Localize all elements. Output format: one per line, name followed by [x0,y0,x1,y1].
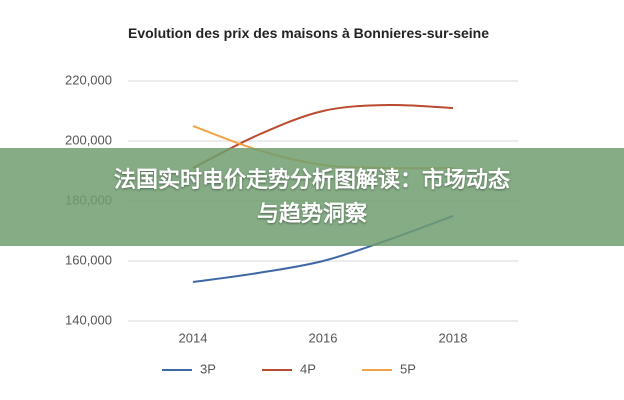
x-tick-label: 2016 [309,330,338,345]
series-line [192,103,454,169]
y-tick-label: 220,000 [65,72,112,87]
x-tick-label: 2018 [439,330,468,345]
chart-title: Evolution des prix des maisons à Bonnier… [128,25,489,41]
x-tick-label: 2014 [179,330,208,345]
legend-label: 4P [300,361,316,376]
banner-line: 与趋势洞察 [256,201,367,226]
legend-label: 3P [200,361,216,376]
legend-label: 5P [400,361,416,376]
banner: 法国实时电价走势分析图解读：市场动态 与趋势洞察 [0,148,624,246]
y-tick-label: 160,000 [65,252,112,267]
banner-line: 法国实时电价走势分析图解读：市场动态 [113,167,510,192]
y-tick-label: 140,000 [65,312,112,327]
y-tick-label: 200,000 [65,132,112,147]
